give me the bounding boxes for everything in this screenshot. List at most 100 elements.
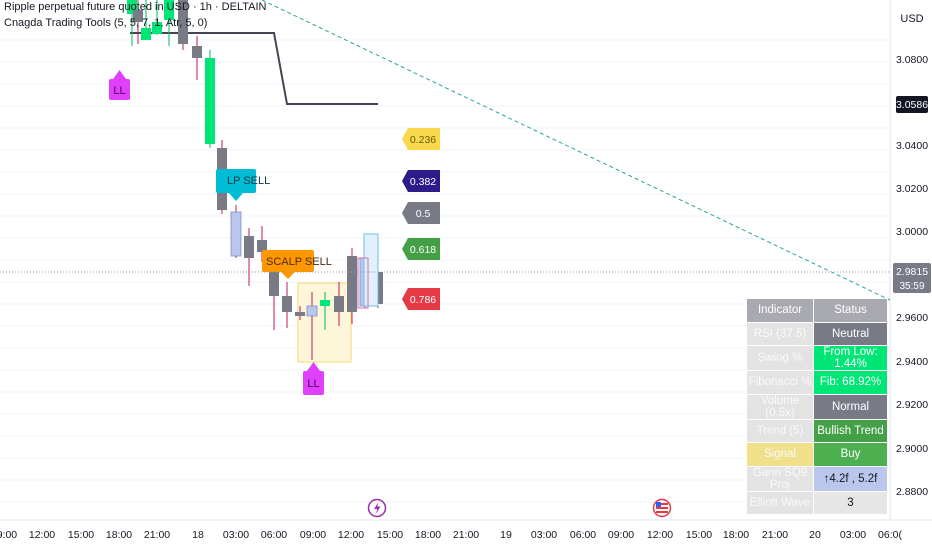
time-tick-label: 06:00 bbox=[261, 529, 287, 541]
fib-level-label: 0.236 bbox=[402, 128, 440, 150]
candle[interactable] bbox=[230, 205, 242, 258]
svg-text:0.618: 0.618 bbox=[410, 244, 436, 256]
indicator-status: Bullish Trend bbox=[813, 418, 888, 443]
indicator-status: From Low: 1.44% bbox=[813, 345, 888, 371]
indicator-name: Signal bbox=[746, 442, 814, 467]
time-tick-label: 15:00 bbox=[377, 529, 403, 541]
time-tick-label: 09:00 bbox=[608, 529, 634, 541]
price-tick-label: 3.0800 bbox=[896, 54, 928, 66]
time-tick-label: 15:00 bbox=[686, 529, 712, 541]
svg-text:0.786: 0.786 bbox=[410, 294, 436, 306]
candle[interactable] bbox=[244, 228, 254, 286]
scalp-sell-signal-1[interactable]: LP SELL bbox=[216, 169, 270, 201]
time-tick-label: 20 bbox=[809, 529, 821, 541]
table-row: Trend (5) Bullish Trend bbox=[746, 418, 888, 443]
time-tick-label: 21:00 bbox=[144, 529, 170, 541]
candle[interactable] bbox=[205, 50, 215, 148]
candle[interactable] bbox=[164, 0, 174, 46]
candle[interactable] bbox=[192, 36, 202, 80]
table-row: Volume (0.5x) Normal bbox=[746, 393, 888, 420]
fib-level-label: 0.786 bbox=[402, 288, 440, 310]
time-tick-label: 06:0( bbox=[878, 529, 902, 541]
lightning-icon[interactable] bbox=[367, 498, 387, 518]
fib-level-label: 0.5 bbox=[402, 202, 440, 224]
outline-box-1 bbox=[363, 233, 379, 307]
svg-text:3.0586: 3.0586 bbox=[896, 99, 928, 111]
indicator-status: Fib: 68.92% bbox=[813, 370, 888, 395]
price-tick-label: 2.9200 bbox=[896, 399, 928, 411]
step-line[interactable] bbox=[130, 32, 378, 105]
header-status: Status bbox=[813, 298, 888, 323]
ll-label-bottom: LL bbox=[307, 378, 319, 390]
candle[interactable] bbox=[320, 292, 330, 330]
ll-signal-top[interactable]: LL bbox=[109, 70, 130, 100]
candle[interactable] bbox=[282, 282, 292, 328]
time-tick-label: 19 bbox=[500, 529, 512, 541]
time-tick-label: 18:00 bbox=[106, 529, 132, 541]
header-indicator: Indicator bbox=[746, 298, 814, 323]
grid bbox=[0, 39, 890, 503]
scalp-sell-signal-2[interactable]: SCALP SELL bbox=[262, 250, 332, 279]
price-tick-label: 3.0400 bbox=[896, 140, 928, 152]
fib-level-label: 0.618 bbox=[402, 238, 440, 260]
svg-text:0.236: 0.236 bbox=[410, 134, 436, 146]
candle[interactable] bbox=[133, 0, 143, 44]
outline-box-2 bbox=[357, 257, 369, 309]
time-tick-label: 12:00 bbox=[338, 529, 364, 541]
status-table-header: Indicator Status bbox=[746, 298, 888, 323]
time-tick-label: 18 bbox=[192, 529, 204, 541]
table-row: Fibonacci % Fib: 68.92% bbox=[746, 370, 888, 395]
indicator-name: Gann SQ9 Proj bbox=[746, 465, 814, 492]
svg-text:0.382: 0.382 bbox=[410, 176, 436, 188]
time-axis-ticks: 09:00 12:00 15:00 18:00 21:00 18 03:00 06:00 09:… bbox=[0, 529, 902, 541]
table-row: Swing % From Low: 1.44% bbox=[746, 345, 888, 371]
indicator-status: 3 bbox=[813, 490, 888, 515]
time-tick-label: 18:00 bbox=[723, 529, 749, 541]
time-tick-label: 03:00 bbox=[840, 529, 866, 541]
table-row: Elliott Wave 3 bbox=[746, 490, 888, 515]
time-tick-label: 09:00 bbox=[0, 529, 17, 541]
table-row: Gann SQ9 Proj ↑4.2f , 5.2f bbox=[746, 465, 888, 492]
indicator-status: Normal bbox=[813, 393, 888, 420]
indicator-status: Buy bbox=[813, 442, 888, 467]
time-tick-label: 06:00 bbox=[570, 529, 596, 541]
candle[interactable] bbox=[306, 292, 318, 360]
candle[interactable] bbox=[127, 0, 137, 46]
candle[interactable] bbox=[295, 306, 305, 320]
candle[interactable] bbox=[334, 282, 344, 326]
table-row: RSI (37.5) Neutral bbox=[746, 321, 888, 346]
indicator-status: Neutral bbox=[813, 321, 888, 346]
bar-countdown: 35:59 bbox=[899, 281, 924, 292]
time-tick-label: 18:00 bbox=[415, 529, 441, 541]
time-tick-label: 09:00 bbox=[300, 529, 326, 541]
indicator-name: Swing % bbox=[746, 345, 814, 371]
indicator-name: Trend (5) bbox=[746, 418, 814, 443]
time-tick-label: 21:00 bbox=[762, 529, 788, 541]
candle[interactable] bbox=[152, 0, 162, 35]
svg-text:2.9815: 2.9815 bbox=[896, 266, 928, 278]
us-flag-icon[interactable] bbox=[652, 498, 672, 518]
chart-title: Ripple perpetual future quoted in USD · … bbox=[4, 1, 267, 13]
table-row: Signal Buy bbox=[746, 442, 888, 467]
fib-level-label: 0.382 bbox=[402, 170, 440, 192]
candle[interactable] bbox=[347, 248, 357, 324]
indicator-status-table: Indicator Status RSI (37.5) Neutral Swing % F… bbox=[746, 298, 888, 515]
time-tick-label: 21:00 bbox=[453, 529, 479, 541]
last-price-label: 2.9815 35:59 bbox=[893, 263, 931, 293]
currency-label[interactable]: USD bbox=[900, 13, 923, 25]
candle[interactable] bbox=[141, 0, 151, 40]
price-tick-label: 3.0200 bbox=[896, 183, 928, 195]
scalp-sell-label-2: SCALP SELL bbox=[266, 256, 332, 268]
time-tick-label: 12:00 bbox=[29, 529, 55, 541]
time-tick-label: 03:00 bbox=[223, 529, 249, 541]
time-tick-label: 15:00 bbox=[68, 529, 94, 541]
candle[interactable] bbox=[178, 0, 188, 50]
ll-signal-bottom[interactable]: LL bbox=[303, 362, 324, 395]
price-tick-label: 3.0000 bbox=[896, 226, 928, 238]
indicator-title[interactable]: Cnagda Trading Tools (5, 5, 7, 1, Atr, 5… bbox=[4, 17, 208, 29]
indicator-name: Volume (0.5x) bbox=[746, 393, 814, 420]
time-tick-label: 03:00 bbox=[531, 529, 557, 541]
price-tick-label: 2.8800 bbox=[896, 486, 928, 498]
trend-line[interactable] bbox=[261, 0, 891, 301]
